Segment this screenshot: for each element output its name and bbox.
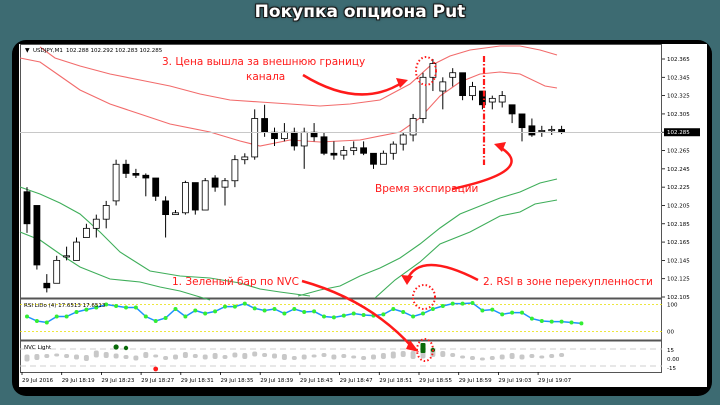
time-axis[interactable]: 29 Jul 2016 29 Jul 18:19 29 Jul 18:23 29 Ju… [21,372,572,384]
svg-text:29 Jul 18:51: 29 Jul 18:51 [379,378,412,384]
page-title: Покупка опциона Put [254,2,466,22]
nvc-indicator [20,343,662,372]
bollinger-bands [19,45,558,301]
annotation-green-bar: 1. Зеленый бар по NVC [172,276,299,288]
highlight-circles [412,56,437,362]
svg-text:00: 00 [667,330,674,336]
rsi-header: RSI LiDo (4) 17.6513 17.6513 [24,303,106,309]
annotations: 3. Цена вышла за внешнюю границу канала … [162,56,653,288]
nvc-header: NVC Light [24,345,52,351]
svg-text:29 Jul 18:47: 29 Jul 18:47 [340,378,373,384]
svg-text:-15: -15 [667,366,676,372]
svg-text:102.205: 102.205 [667,203,690,209]
symbol-dropdown-icon[interactable]: ▼ [25,47,30,54]
svg-text:29 Jul 19:07: 29 Jul 19:07 [538,378,571,384]
rsi-indicator [20,301,662,332]
svg-text:29 Jul 18:31: 29 Jul 18:31 [181,378,214,384]
svg-text:102.285: 102.285 [667,130,690,136]
svg-text:100: 100 [667,303,678,309]
svg-text:29 Jul 2016: 29 Jul 2016 [22,378,54,384]
arrow-expiry [451,144,513,191]
arrow-green-bar [301,279,414,349]
annotation-rsi-overbought: 2. RSI в зоне перекупленности [483,276,653,288]
annotation-expiry: Время экспирации [375,183,478,195]
svg-text:102.145: 102.145 [667,258,690,264]
svg-text:29 Jul 18:59: 29 Jul 18:59 [459,378,492,384]
svg-text:102.245: 102.245 [667,167,690,173]
price-axis[interactable]: 102.365 102.345 102.325 102.305 102.285 102.2… [662,57,700,372]
svg-text:0.00: 0.00 [667,357,680,363]
svg-text:102.325: 102.325 [667,94,690,100]
svg-text:102.305: 102.305 [667,112,690,118]
svg-text:102.345: 102.345 [667,75,690,81]
highlight-nvc-bar [416,338,434,362]
annotation-price-exit-line1: 3. Цена вышла за внешнюю границу [162,56,365,68]
svg-text:102.265: 102.265 [667,149,690,155]
svg-text:102.125: 102.125 [667,277,690,283]
highlight-price-exit [415,56,437,86]
arrow-rsi [405,263,479,282]
svg-text:102.365: 102.365 [667,57,690,63]
highlight-rsi [412,284,436,310]
svg-text:102.105: 102.105 [667,295,690,301]
svg-text:102.225: 102.225 [667,185,690,191]
symbol-label: USDJPY,M1 [33,48,63,54]
ohlc-values: 102.288 102.292 102.283 102.285 [66,48,163,54]
chart-canvas [19,44,707,387]
arrow-price-exit [302,73,404,96]
candlesticks [23,59,565,293]
svg-text:29 Jul 18:27: 29 Jul 18:27 [141,378,174,384]
svg-text:102.185: 102.185 [667,222,690,228]
svg-text:15: 15 [667,348,674,354]
svg-text:102.165: 102.165 [667,240,690,246]
annotation-arrows [301,73,513,352]
svg-text:29 Jul 18:19: 29 Jul 18:19 [62,378,95,384]
annotation-price-exit-line2: канала [246,71,285,83]
svg-text:29 Jul 18:23: 29 Jul 18:23 [101,378,134,384]
svg-text:29 Jul 19:03: 29 Jul 19:03 [498,378,531,384]
svg-text:29 Jul 18:55: 29 Jul 18:55 [419,378,452,384]
svg-text:29 Jul 18:39: 29 Jul 18:39 [260,378,293,384]
svg-text:29 Jul 18:43: 29 Jul 18:43 [300,378,333,384]
svg-text:29 Jul 18:35: 29 Jul 18:35 [221,378,254,384]
